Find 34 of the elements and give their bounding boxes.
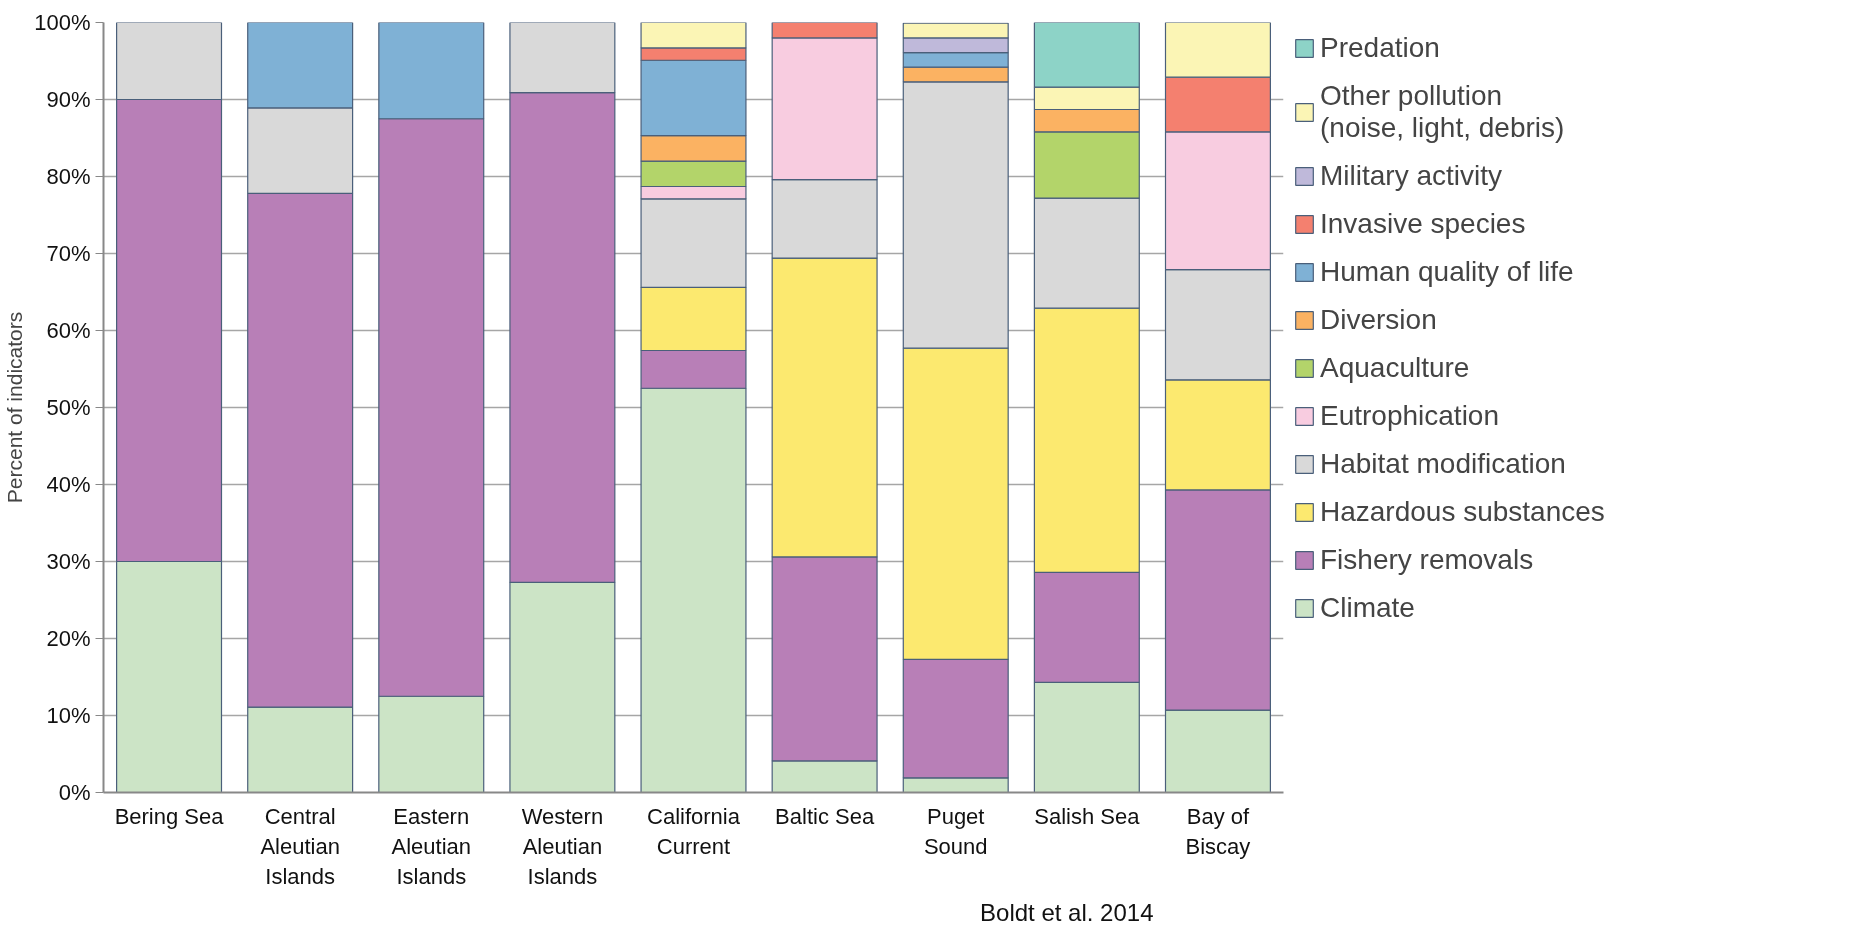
- y-tick-label: 30%: [46, 549, 91, 574]
- y-tick-label: 70%: [46, 241, 91, 266]
- legend-label: Fishery removals: [1320, 544, 1534, 576]
- y-tick-label: 90%: [46, 87, 91, 112]
- legend-label: Aquaculture: [1320, 352, 1470, 384]
- x-tick-label: Bering Sea: [114, 803, 225, 829]
- legend-label: Military activity: [1320, 160, 1503, 192]
- y-tick-label: 40%: [46, 472, 91, 497]
- x-tick-label: Western Aleutian Islands: [521, 803, 604, 889]
- y-tick-label: 100%: [34, 10, 91, 35]
- x-tick-label: Baltic Sea: [775, 803, 875, 829]
- y-tick-label: 80%: [46, 164, 91, 189]
- x-tick-label: Eastern Aleutian Islands: [391, 803, 472, 889]
- y-tick-label: 50%: [46, 395, 91, 420]
- text: Boldt et al. 2014: [980, 898, 1154, 926]
- legend-label: Hazardous substances: [1320, 496, 1605, 528]
- y-axis-title: Percent of indicators: [3, 311, 27, 504]
- legend-label: Climate: [1320, 592, 1415, 624]
- x-tick-label: Puget Sound: [923, 803, 988, 859]
- x-tick-label: Bay of Biscay: [1185, 803, 1251, 859]
- legend-label: Human quality of life: [1320, 256, 1574, 288]
- x-tick-label: Salish Sea: [1034, 803, 1141, 829]
- y-tick-label: 60%: [46, 318, 91, 343]
- legend-label: Predation: [1320, 32, 1440, 64]
- y-tick-label: 10%: [46, 703, 91, 728]
- legend-label: Diversion: [1320, 304, 1437, 336]
- x-tick-label: California Current: [647, 803, 741, 859]
- y-tick-label: 0%: [58, 780, 91, 805]
- x-tick-label: Central Aleutian Islands: [260, 803, 340, 889]
- legend-label: Habitat modification: [1320, 448, 1566, 480]
- legend-label: Eutrophication: [1320, 400, 1500, 432]
- legend-label: Invasive species: [1320, 208, 1526, 240]
- y-tick-label: 20%: [46, 626, 91, 651]
- legend-label: Other pollution (noise, light, debris): [1320, 80, 1565, 144]
